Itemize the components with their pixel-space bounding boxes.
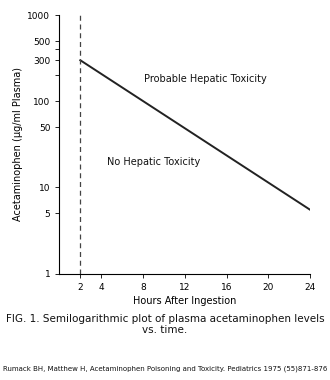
Text: No Hepatic Toxicity: No Hepatic Toxicity: [107, 157, 200, 166]
Y-axis label: Acetaminophen (μg/ml Plasma): Acetaminophen (μg/ml Plasma): [13, 67, 23, 222]
Text: Rumack BH, Matthew H, Acetaminophen Poisoning and Toxicity. Pediatrics 1975 (55): Rumack BH, Matthew H, Acetaminophen Pois…: [3, 366, 327, 372]
Text: FIG. 1. Semilogarithmic plot of plasma acetaminophen levels
vs. time.: FIG. 1. Semilogarithmic plot of plasma a…: [6, 314, 324, 335]
X-axis label: Hours After Ingestion: Hours After Ingestion: [133, 296, 237, 306]
Text: Probable Hepatic Toxicity: Probable Hepatic Toxicity: [144, 74, 267, 84]
